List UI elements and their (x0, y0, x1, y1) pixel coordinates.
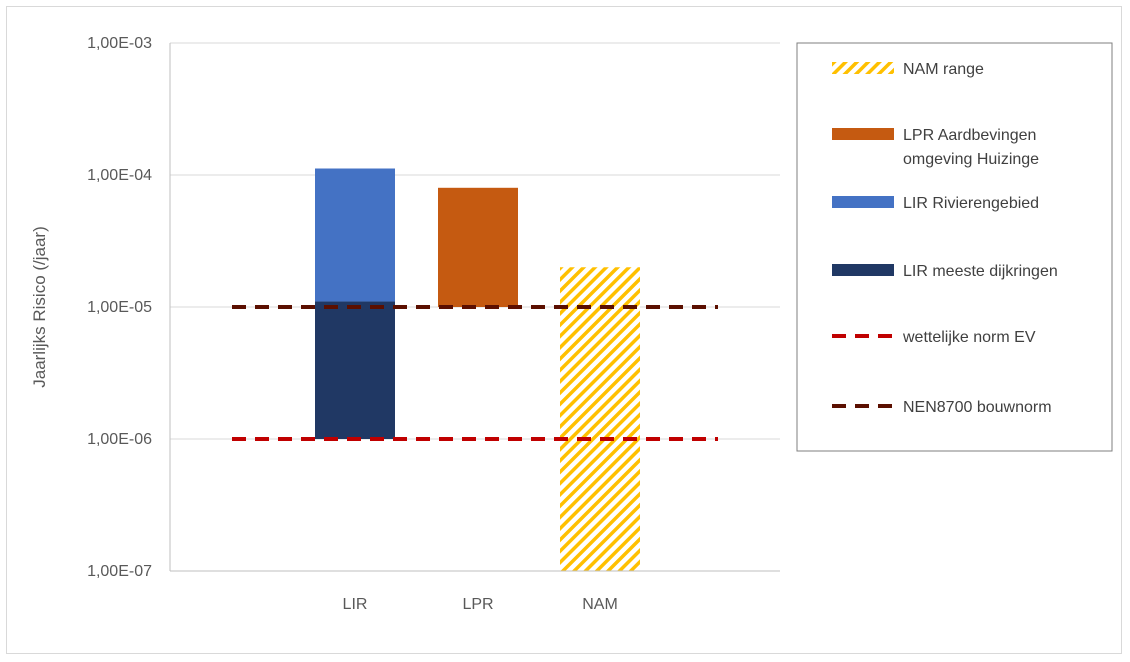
legend-swatch (832, 264, 894, 276)
bar-lir-rivierengebied (315, 168, 395, 302)
y-tick-label: 1,00E-04 (87, 167, 152, 184)
legend-label: NEN8700 bouwnorm (903, 399, 1052, 416)
y-tick-label: 1,00E-05 (87, 299, 152, 316)
legend-swatch (832, 196, 894, 208)
bars (315, 168, 640, 571)
bar-lir-meeste-dijkringen (315, 301, 395, 439)
y-tick-label: 1,00E-06 (87, 431, 152, 448)
x-categories: LIR LPR NAM (343, 596, 618, 613)
legend-label: LPR Aardbevingen (903, 127, 1036, 144)
y-tick-label: 1,00E-07 (87, 563, 152, 580)
legend-label: LIR Rivierengebied (903, 195, 1039, 212)
y-axis-title: Jaarlijks Risico (/jaar) (30, 226, 49, 388)
legend-label: omgeving Huizinge (903, 151, 1039, 168)
legend-label: wettelijke norm EV (902, 329, 1036, 346)
axes: Jaarlijks Risico (/jaar) (30, 43, 780, 572)
x-category-label: LPR (462, 596, 493, 613)
y-ticks: 1,00E-07 1,00E-06 1,00E-05 1,00E-04 1,00E-03 (87, 35, 152, 580)
bar-lpr-aardbevingen-omgeving-huizinge (438, 187, 518, 307)
legend-label: LIR meeste dijkringen (903, 263, 1058, 280)
reference-lines (232, 305, 718, 441)
legend-box (796, 42, 1113, 452)
y-tick-label: 1,00E-03 (87, 35, 152, 52)
legend-swatch (832, 62, 894, 74)
legend: NAM range LPR Aardbevingen omgeving Huizin… (796, 42, 1113, 452)
bar-nam-range (560, 267, 640, 571)
x-category-label: NAM (582, 596, 618, 613)
legend-label: NAM range (903, 61, 984, 78)
chart-frame (6, 6, 1122, 654)
legend-swatch (832, 128, 894, 140)
x-category-label: LIR (343, 596, 368, 613)
